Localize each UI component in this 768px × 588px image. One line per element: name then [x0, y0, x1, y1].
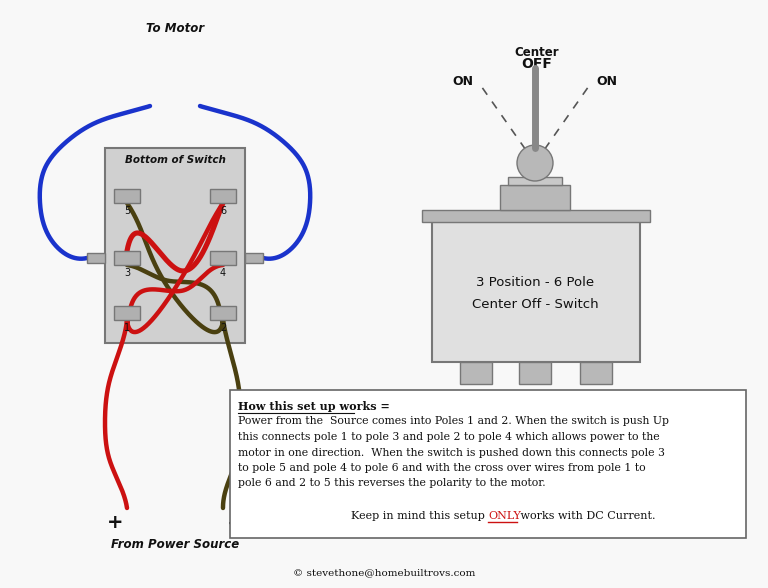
- FancyBboxPatch shape: [422, 210, 650, 222]
- FancyBboxPatch shape: [210, 189, 236, 203]
- Text: to pole 5 and pole 4 to pole 6 and with the cross over wires from pole 1 to: to pole 5 and pole 4 to pole 6 and with …: [238, 463, 646, 473]
- Text: 3 Position - 6 Pole: 3 Position - 6 Pole: [476, 276, 594, 289]
- Text: motor in one direction.  When the switch is pushed down this connects pole 3: motor in one direction. When the switch …: [238, 447, 665, 457]
- Text: 2: 2: [220, 323, 226, 333]
- Text: OFF: OFF: [521, 57, 552, 71]
- FancyBboxPatch shape: [508, 177, 562, 185]
- Text: pole 6 and 2 to 5 this reverses the polarity to the motor.: pole 6 and 2 to 5 this reverses the pola…: [238, 479, 545, 489]
- FancyBboxPatch shape: [519, 362, 551, 384]
- Text: ON: ON: [452, 75, 473, 88]
- Text: Center Off - Switch: Center Off - Switch: [472, 298, 598, 310]
- Text: 3: 3: [124, 268, 130, 278]
- FancyBboxPatch shape: [105, 148, 245, 343]
- FancyBboxPatch shape: [460, 362, 492, 384]
- Text: 5: 5: [124, 206, 130, 216]
- Text: this connects pole 1 to pole 3 and pole 2 to pole 4 which allows power to the: this connects pole 1 to pole 3 and pole …: [238, 432, 660, 442]
- FancyBboxPatch shape: [87, 253, 105, 263]
- FancyBboxPatch shape: [580, 362, 612, 384]
- Circle shape: [517, 145, 553, 181]
- Text: ON: ON: [597, 75, 618, 88]
- Text: Keep in mind this setup: Keep in mind this setup: [351, 511, 488, 521]
- Text: Bottom of Switch: Bottom of Switch: [124, 155, 226, 165]
- FancyBboxPatch shape: [432, 222, 640, 362]
- FancyBboxPatch shape: [210, 306, 236, 320]
- FancyBboxPatch shape: [245, 253, 263, 263]
- FancyBboxPatch shape: [210, 251, 236, 265]
- Text: works with DC Current.: works with DC Current.: [517, 511, 656, 521]
- FancyBboxPatch shape: [114, 189, 140, 203]
- FancyBboxPatch shape: [114, 306, 140, 320]
- Text: Power from the  Source comes into Poles 1 and 2. When the switch is push Up: Power from the Source comes into Poles 1…: [238, 416, 669, 426]
- Text: +: +: [107, 513, 123, 533]
- Text: 6: 6: [220, 206, 226, 216]
- Text: −: −: [227, 513, 243, 533]
- Text: How this set up works =: How this set up works =: [238, 401, 389, 412]
- FancyBboxPatch shape: [230, 390, 746, 538]
- Text: Center: Center: [515, 45, 559, 58]
- FancyBboxPatch shape: [500, 185, 570, 210]
- FancyBboxPatch shape: [114, 251, 140, 265]
- Text: From Power Source: From Power Source: [111, 539, 239, 552]
- Text: 1: 1: [124, 323, 130, 333]
- Text: To Motor: To Motor: [146, 22, 204, 35]
- Text: © stevethone@homebuiltrovs.com: © stevethone@homebuiltrovs.com: [293, 569, 475, 577]
- Text: ONLY: ONLY: [488, 511, 521, 521]
- Text: 4: 4: [220, 268, 226, 278]
